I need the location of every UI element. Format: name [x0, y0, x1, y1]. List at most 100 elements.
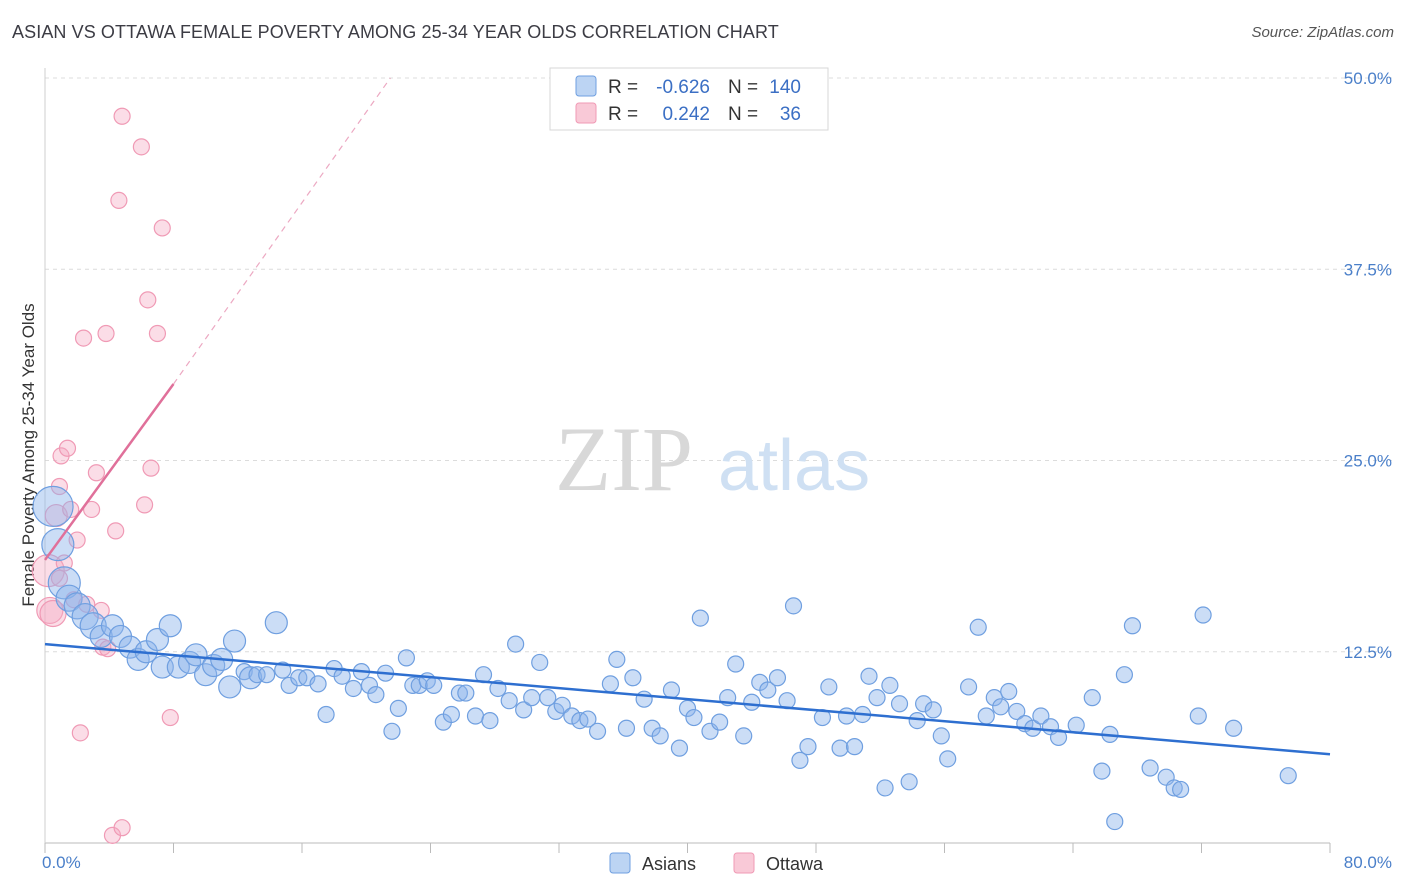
asian-point	[1032, 707, 1050, 725]
asian-point	[158, 614, 182, 638]
ottawa-point	[92, 601, 110, 620]
series-legend-swatch-asians	[609, 852, 631, 874]
watermark-zip: ZIP	[555, 408, 693, 510]
y-tick-label: 37.5%	[1344, 260, 1392, 279]
asian-point	[457, 684, 475, 702]
asian-point	[784, 597, 803, 615]
ottawa-point	[148, 324, 167, 343]
ottawa-point	[74, 329, 93, 347]
asian-point	[624, 669, 642, 687]
series-legend-ottawa: Ottawa	[766, 854, 824, 874]
asian-point	[959, 678, 978, 696]
asian-point	[397, 649, 416, 667]
asian-point	[1083, 689, 1101, 707]
asian-point	[539, 689, 557, 707]
asian-point	[507, 635, 525, 653]
ottawa-point	[36, 596, 64, 625]
watermark-atlas: atlas	[718, 426, 870, 506]
ottawa-trend-line	[43, 383, 175, 561]
ottawa-point	[153, 219, 171, 237]
legend-n-label-ottawa: N =	[728, 104, 758, 125]
trend-lines	[43, 77, 1331, 756]
asian-point	[651, 727, 669, 745]
asian-point	[924, 701, 942, 719]
asian-point	[1000, 682, 1018, 701]
series-legend-swatch-ottawa	[733, 852, 755, 874]
y-tick-label: 12.5%	[1344, 643, 1392, 662]
asian-point	[367, 685, 385, 704]
ottawa-point	[161, 708, 179, 727]
axes	[44, 68, 1331, 853]
asian-point	[239, 666, 263, 690]
asian-point	[150, 655, 174, 679]
asian-point	[711, 713, 729, 731]
ottawa-point	[68, 531, 86, 549]
y-tick-label: 25.0%	[1344, 452, 1392, 471]
ottawa-point	[113, 107, 131, 125]
asian-point	[579, 710, 597, 728]
asian-point	[389, 699, 407, 717]
x-tick-label-max: 80.0%	[1344, 853, 1392, 872]
asian-point	[184, 643, 208, 667]
legend-n-value-ottawa: 36	[780, 104, 801, 125]
asian-point	[635, 690, 653, 708]
asian-point	[466, 707, 485, 725]
asian-point	[553, 696, 571, 714]
ottawa-point	[142, 459, 160, 477]
legend-r-value-asians: -0.626	[656, 77, 710, 98]
asian-point	[820, 678, 838, 696]
asian-point	[876, 779, 894, 797]
asian-point	[868, 689, 886, 707]
asian-point	[1123, 617, 1142, 635]
ottawa-point	[97, 324, 115, 343]
asian-point	[425, 676, 443, 695]
asian-point	[985, 689, 1003, 707]
ottawa-point	[58, 439, 77, 457]
series-legend-asians: Asians	[642, 854, 696, 874]
asian-point	[523, 689, 541, 707]
legend-n-label-asians: N =	[728, 77, 758, 98]
asians-trend-line	[44, 642, 1331, 756]
asian-point	[932, 727, 950, 745]
asian-point	[759, 681, 777, 699]
asian-point	[1165, 779, 1183, 797]
asian-point	[79, 612, 107, 640]
y-tick-label: 50.0%	[1344, 69, 1392, 88]
asian-point	[1106, 812, 1124, 831]
asian-point	[309, 675, 327, 693]
ottawa-point	[107, 522, 125, 540]
asian-points	[32, 485, 1297, 831]
watermark: ZIP atlas	[555, 408, 870, 510]
asian-point	[881, 676, 899, 695]
asian-point	[563, 707, 581, 725]
asian-point	[450, 684, 469, 702]
legend-swatch-asians	[575, 75, 597, 97]
asian-point	[32, 485, 74, 527]
asian-point	[274, 661, 292, 679]
asian-point	[608, 650, 626, 669]
ottawa-point	[82, 500, 101, 519]
y-axis-label: Female Poverty Among 25-34 Year Olds	[19, 303, 38, 606]
asian-point	[588, 722, 607, 740]
ottawa-point	[139, 291, 157, 309]
asian-point	[481, 711, 499, 730]
legend-r-value-ottawa: 0.242	[662, 104, 710, 125]
legend-n-value-asians: 140	[769, 77, 801, 98]
x-tick-label-min: 0.0%	[42, 853, 81, 872]
legend-r-label-asians: R =	[608, 77, 638, 98]
ottawa-point	[62, 500, 80, 519]
asian-point	[264, 611, 288, 635]
ottawa-point	[132, 138, 150, 156]
source-label: Source: ZipAtlas.com	[1251, 24, 1394, 41]
asian-point	[1141, 759, 1159, 777]
asian-point	[977, 707, 995, 725]
asian-point	[333, 667, 351, 685]
asian-point	[1093, 762, 1111, 780]
asian-point	[601, 675, 620, 693]
asian-point	[442, 705, 460, 724]
asian-point	[831, 739, 849, 757]
gridlines	[45, 77, 1392, 653]
asian-point	[383, 722, 401, 740]
asian-point	[515, 701, 533, 719]
asian-point	[531, 653, 549, 672]
